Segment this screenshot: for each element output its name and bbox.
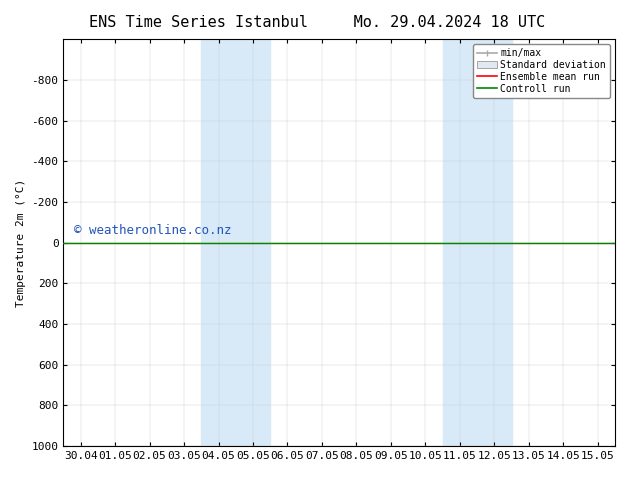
Text: © weatheronline.co.nz: © weatheronline.co.nz bbox=[74, 224, 232, 238]
Bar bbox=[202, 39, 270, 446]
Text: ENS Time Series Istanbul     Mo. 29.04.2024 18 UTC: ENS Time Series Istanbul Mo. 29.04.2024 … bbox=[89, 15, 545, 30]
Legend: min/max, Standard deviation, Ensemble mean run, Controll run: min/max, Standard deviation, Ensemble me… bbox=[473, 44, 610, 98]
Y-axis label: Temperature 2m (°C): Temperature 2m (°C) bbox=[16, 178, 26, 307]
Bar bbox=[443, 39, 512, 446]
